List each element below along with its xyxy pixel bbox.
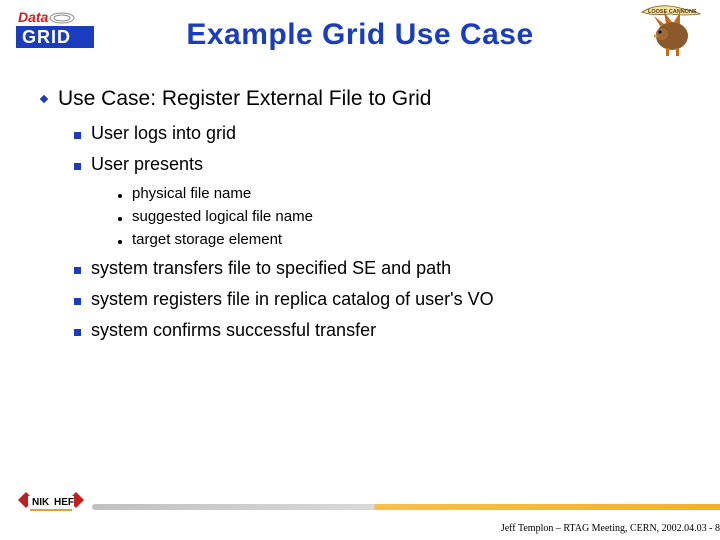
bullet-level-2: User presents <box>74 154 690 175</box>
square-icon <box>74 267 81 274</box>
bullet-level-3: physical file name <box>118 185 690 202</box>
bullet-text: physical file name <box>132 185 251 202</box>
bullet-level-3: target storage element <box>118 231 690 248</box>
bullet-level-2: system confirms successful transfer <box>74 320 690 341</box>
square-icon <box>74 163 81 170</box>
bullet-level-2: User logs into grid <box>74 123 690 144</box>
bullet-level-1: Use Case: Register External File to Grid <box>38 86 690 111</box>
dot-icon <box>118 217 122 221</box>
bullet-text: User presents <box>91 154 203 175</box>
dot-icon <box>118 194 122 198</box>
bullet-level-3: suggested logical file name <box>118 208 690 225</box>
bullet-text: target storage element <box>132 231 282 248</box>
bullet-level-2: system registers file in replica catalog… <box>74 289 690 310</box>
slide-title: Example Grid Use Case <box>0 18 720 52</box>
footer-divider <box>92 504 720 510</box>
slide-content: Use Case: Register External File to Grid… <box>38 86 690 351</box>
bullet-text: Use Case: Register External File to Grid <box>58 87 431 111</box>
diamond-icon <box>38 92 50 110</box>
svg-text:NIK: NIK <box>32 497 50 508</box>
bullet-level-2: system transfers file to specified SE an… <box>74 258 690 279</box>
svg-text:LOOSE CANNONS: LOOSE CANNONS <box>648 9 697 15</box>
bullet-text: User logs into grid <box>91 123 236 144</box>
bullet-text: system registers file in replica catalog… <box>91 289 494 310</box>
bullet-text: system transfers file to specified SE an… <box>91 258 451 279</box>
square-icon <box>74 329 81 336</box>
bullet-text: system confirms successful transfer <box>91 320 376 341</box>
logo-nikhef: NIK HEF <box>16 490 86 516</box>
square-icon <box>74 132 81 139</box>
square-icon <box>74 298 81 305</box>
dot-icon <box>118 240 122 244</box>
svg-text:HEF: HEF <box>54 497 74 508</box>
footer-text: Jeff Templon – RTAG Meeting, CERN, 2002.… <box>501 523 720 534</box>
bullet-text: suggested logical file name <box>132 208 313 225</box>
